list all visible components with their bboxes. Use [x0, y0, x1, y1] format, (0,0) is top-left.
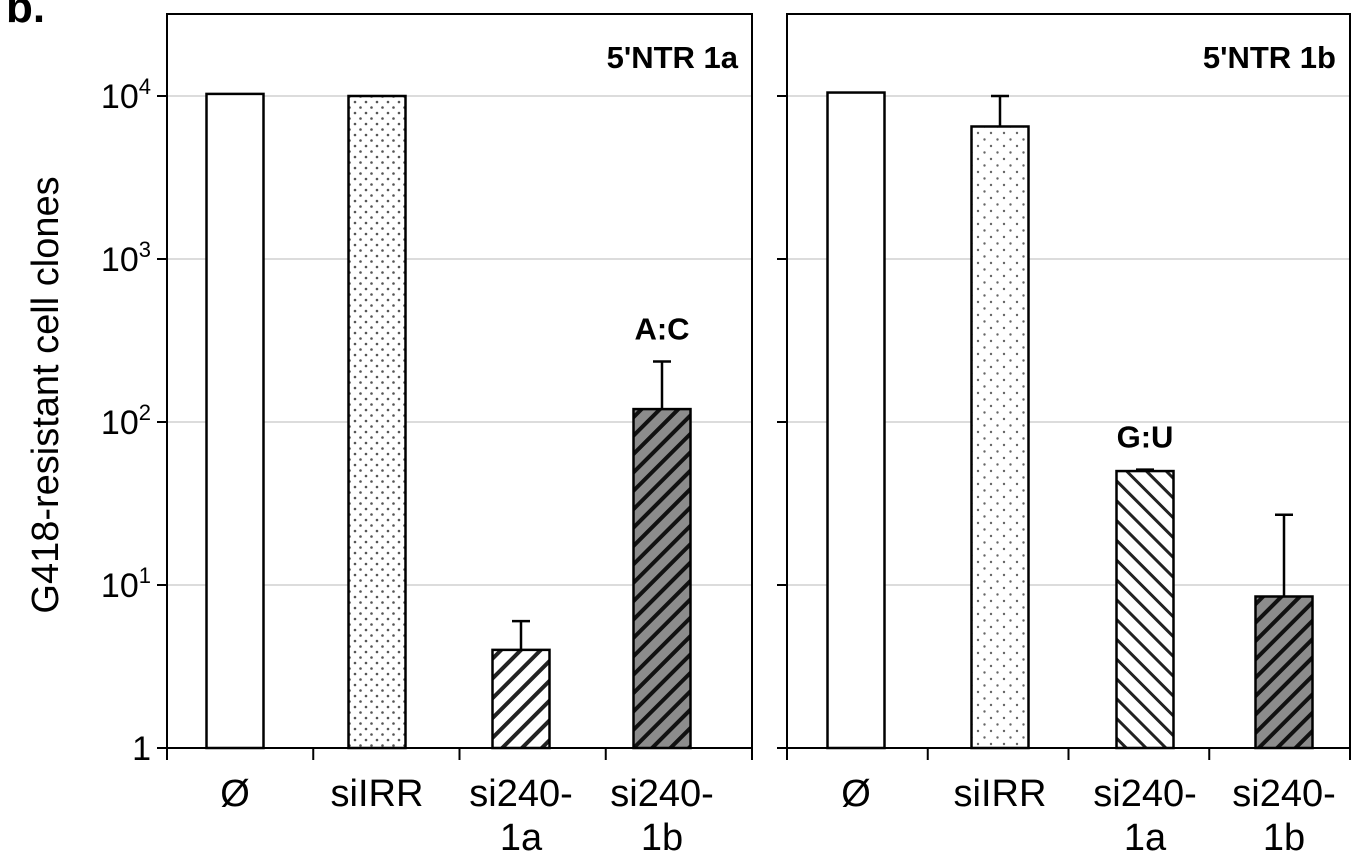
- category-label: si240-: [1232, 773, 1336, 815]
- category-label: siIRR: [954, 773, 1047, 815]
- panel-title: 5'NTR 1b: [1203, 40, 1336, 75]
- y-tick-label: 103: [101, 237, 151, 279]
- y-tick-label: 1: [132, 730, 151, 768]
- bar: [205, 92, 265, 750]
- panel-corner-label: b.: [6, 0, 45, 32]
- category-label: si240-: [469, 773, 573, 815]
- bar: [1115, 469, 1175, 750]
- y-tick-label: 102: [101, 400, 151, 442]
- bar-annotation: G:U: [1117, 420, 1174, 455]
- bar: [347, 94, 407, 750]
- y-axis-label: G418-resistant cell clones: [25, 176, 67, 613]
- bar-annotation: A:C: [634, 312, 689, 347]
- bar: [632, 407, 692, 750]
- category-label: si240-: [1093, 773, 1197, 815]
- category-label-line2: 1a: [1124, 817, 1167, 859]
- bar: [826, 91, 886, 750]
- category-label: Ø: [220, 773, 250, 815]
- panel-title: 5'NTR 1a: [607, 40, 739, 75]
- bar: [970, 125, 1030, 750]
- category-label-line2: 1b: [1263, 817, 1305, 859]
- bar: [491, 648, 551, 750]
- category-label: si240-: [610, 773, 714, 815]
- category-label: Ø: [841, 773, 871, 815]
- y-tick-label: 104: [101, 74, 151, 116]
- category-label-line2: 1a: [500, 817, 543, 859]
- category-label-line2: 1b: [641, 817, 683, 859]
- bar: [1254, 595, 1314, 750]
- y-tick-label: 101: [101, 563, 151, 605]
- category-label: siIRR: [331, 773, 424, 815]
